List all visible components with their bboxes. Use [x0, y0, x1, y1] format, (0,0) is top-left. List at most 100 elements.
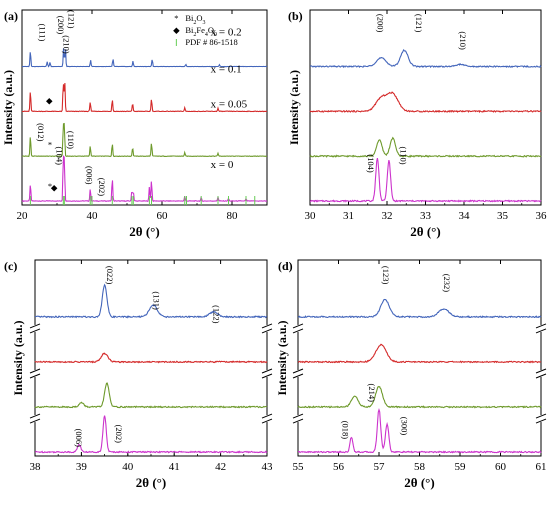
series-label: x = 0.2: [211, 26, 242, 38]
x-axis-label: 2θ (°): [410, 224, 440, 239]
series-line: [297, 343, 542, 364]
axis-break-mark: [261, 413, 273, 419]
axis-break-gap: [263, 369, 271, 377]
x-axis-label: 2θ (°): [129, 224, 159, 239]
series-line: [297, 407, 542, 454]
axes-frame: [21, 9, 268, 206]
legend-label: Bi2O3: [185, 13, 205, 26]
x-tick-label: 41: [169, 461, 180, 473]
axis-break-gap: [294, 415, 302, 423]
x-tick-label: 33: [420, 210, 432, 222]
axes-frame: [34, 259, 268, 457]
axis-break-mark: [261, 328, 273, 334]
axis-break-mark: [292, 323, 304, 329]
x-tick-label: 58: [414, 461, 426, 473]
axis-break-gap: [294, 369, 302, 377]
hkl-annotation: (110): [66, 131, 76, 149]
series-line: [310, 157, 542, 203]
hkl-annotation: (006): [74, 429, 84, 448]
axes-frame: [297, 259, 542, 457]
panel-label: (b): [288, 9, 303, 23]
bi2o3-marker: *: [48, 140, 52, 150]
hkl-annotation: (123): [381, 266, 391, 285]
x-axis-label: 2θ (°): [136, 475, 166, 490]
hkl-annotation: (131): [151, 291, 161, 310]
hkl-annotation: (104): [54, 147, 64, 166]
series-line: [297, 385, 542, 409]
x-tick-label: 40: [122, 461, 134, 473]
x-tick-label: 56: [333, 461, 345, 473]
axis-break-gap: [31, 369, 39, 377]
x-tick-label: 31: [343, 210, 354, 222]
x-axis-label: 2θ (°): [404, 475, 434, 490]
hkl-annotation: (018): [341, 421, 351, 440]
hkl-annotation: (210): [458, 31, 468, 50]
hkl-annotation: (200): [375, 14, 385, 33]
x-tick-label: 80: [227, 210, 239, 222]
hkl-annotation: (012): [36, 123, 46, 142]
series-line: [310, 48, 542, 69]
axis-break-gap: [537, 369, 545, 377]
series-line: [21, 82, 267, 113]
series-line: [21, 122, 267, 158]
axis-break-mark: [292, 413, 304, 419]
axis-break-gap: [263, 415, 271, 423]
y-axis-label: Intensity (a.u.): [1, 70, 15, 145]
x-tick-label: 61: [536, 461, 547, 473]
axis-break-mark: [535, 328, 547, 334]
axis-break-mark: [261, 418, 273, 424]
y-axis-label: Intensity (a.u.): [287, 70, 301, 145]
legend-marker: *: [174, 13, 178, 23]
hkl-annotation: (122): [212, 305, 222, 324]
axis-break-mark: [29, 413, 41, 419]
panel-b: (b) 30 31 32 33 34 35 36 2θ (°) Intensity (a.u.) (…: [287, 9, 547, 239]
axis-break-gap: [537, 415, 545, 423]
axis-break-mark: [261, 368, 273, 374]
axis-break-gap: [537, 324, 545, 332]
axis-break-mark: [535, 323, 547, 329]
hkl-annotation: (300): [399, 417, 409, 436]
hkl-annotation: (214): [367, 384, 377, 403]
series-line: [21, 48, 268, 68]
x-tick-label: 42: [215, 461, 226, 473]
axis-break-mark: [292, 328, 304, 334]
bi2fe4o9-marker: ◆: [51, 182, 58, 192]
hkl-annotation: (022): [105, 266, 115, 285]
axis-break-mark: [535, 373, 547, 379]
axis-break-gap: [31, 324, 39, 332]
hkl-annotation: (121): [414, 14, 424, 33]
bi2o3-marker: *: [48, 181, 52, 191]
x-tick-label: 36: [536, 210, 548, 222]
hkl-annotation: (110): [399, 147, 409, 165]
axes-frame: [309, 9, 542, 206]
panel-label: (a): [4, 9, 18, 23]
series-line: [34, 283, 268, 319]
axis-break-mark: [292, 373, 304, 379]
x-tick-label: 60: [157, 210, 169, 222]
axis-break-mark: [29, 323, 41, 329]
y-axis-label: Intensity (a.u.): [275, 320, 289, 395]
series-label: x = 0.1: [211, 63, 242, 75]
x-tick-label: 57: [374, 461, 386, 473]
series-line: [309, 136, 542, 158]
x-tick-label: 38: [30, 461, 42, 473]
hkl-annotation: (202): [114, 425, 124, 444]
axis-break-gap: [263, 324, 271, 332]
x-tick-label: 32: [382, 210, 393, 222]
series-line: [34, 382, 268, 409]
series-line: [297, 298, 542, 319]
series-line: [35, 415, 268, 454]
hkl-annotation: (104): [366, 154, 376, 173]
panel-label: (d): [278, 259, 293, 273]
axis-break-mark: [29, 368, 41, 374]
series-line: [21, 155, 267, 203]
axis-break-gap: [294, 324, 302, 332]
legend-marker: ◆: [173, 25, 180, 35]
hkl-annotation: (200): [56, 16, 66, 35]
x-tick-label: 30: [305, 210, 317, 222]
series-line: [309, 91, 542, 114]
x-tick-label: 40: [87, 210, 99, 222]
x-tick-label: 59: [455, 461, 467, 473]
